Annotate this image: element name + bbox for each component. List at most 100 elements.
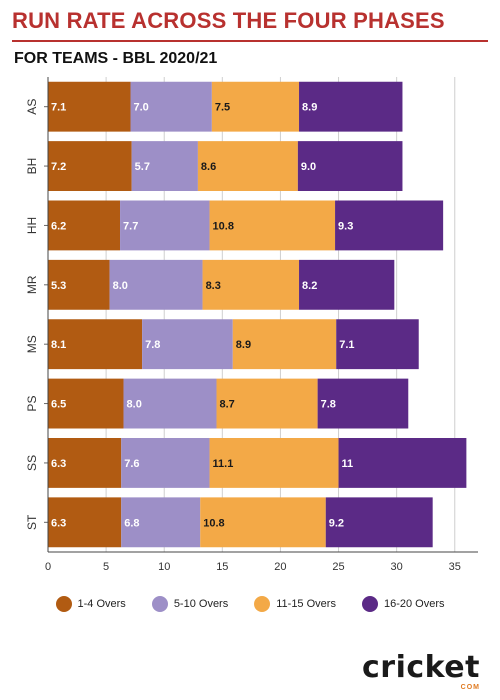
bar-ss-5-10-overs bbox=[121, 438, 210, 488]
legend-item-16-20-overs: 16-20 Overs bbox=[361, 596, 445, 612]
legend-swatch-1-4-overs bbox=[55, 596, 72, 612]
data-label-as-5-10-overs: 7.0 bbox=[134, 102, 149, 114]
bar-mr-11-15-overs bbox=[202, 259, 300, 310]
bar-as-11-15-overs bbox=[211, 81, 300, 132]
data-label-bh-1-4-overs: 7.2 bbox=[51, 161, 66, 173]
bar-st-1-4-overs bbox=[48, 497, 122, 548]
legend-swatch-16-20-overs bbox=[361, 596, 378, 612]
y-tick-label-mr: MR bbox=[25, 275, 39, 294]
bar-ps-16-20-overs bbox=[317, 378, 409, 429]
bar-st-16-20-overs bbox=[325, 497, 433, 548]
data-label-mr-11-15-overs: 8.3 bbox=[206, 280, 221, 292]
data-label-mr-5-10-overs: 8.0 bbox=[113, 280, 128, 292]
legend-swatch-11-15-overs bbox=[254, 596, 271, 612]
bar-ss-16-20-overs bbox=[338, 438, 467, 488]
bar-bh-1-4-overs bbox=[48, 141, 132, 191]
data-label-mr-1-4-overs: 5.3 bbox=[51, 280, 66, 292]
x-tick-label-15: 15 bbox=[216, 561, 228, 573]
y-tick-label-st: ST bbox=[25, 514, 39, 530]
data-label-ms-16-20-overs: 7.1 bbox=[339, 339, 354, 351]
data-label-ss-11-15-overs: 11.1 bbox=[213, 458, 234, 470]
data-label-bh-11-15-overs: 8.6 bbox=[201, 161, 216, 173]
legend-label-16-20-overs: 16-20 Overs bbox=[383, 598, 445, 610]
cricket-com-logo: cricket bbox=[362, 650, 480, 685]
chart-subtitle: FOR TEAMS - BBL 2020/21 bbox=[14, 50, 218, 67]
data-label-st-16-20-overs: 9.2 bbox=[329, 517, 344, 529]
bar-mr-1-4-overs bbox=[48, 259, 110, 310]
bar-ms-16-20-overs bbox=[336, 319, 419, 370]
y-tick-label-ss: SS bbox=[25, 455, 39, 471]
bar-hh-1-4-overs bbox=[48, 200, 121, 251]
x-tick-label-25: 25 bbox=[332, 561, 344, 573]
legend-label-5-10-overs: 5-10 Overs bbox=[173, 598, 229, 610]
bar-as-5-10-overs bbox=[130, 81, 212, 132]
data-label-mr-16-20-overs: 8.2 bbox=[302, 280, 317, 292]
chart-legend: 1-4 Overs 5-10 Overs 11-15 Overs 16-20 O… bbox=[0, 596, 500, 612]
data-label-bh-5-10-overs: 5.7 bbox=[135, 161, 150, 173]
data-label-ss-1-4-overs: 6.3 bbox=[51, 458, 66, 470]
bar-ps-1-4-overs bbox=[48, 378, 124, 429]
chart-title: RUN RATE ACROSS THE FOUR PHASES bbox=[12, 8, 445, 33]
bar-ss-1-4-overs bbox=[48, 438, 122, 488]
bar-ms-1-4-overs bbox=[48, 319, 143, 370]
bar-bh-5-10-overs bbox=[131, 141, 198, 191]
y-tick-label-bh: BH bbox=[25, 158, 39, 175]
data-label-ms-5-10-overs: 7.8 bbox=[145, 339, 160, 351]
bar-bh-16-20-overs bbox=[297, 141, 403, 191]
x-tick-label-5: 5 bbox=[103, 561, 109, 573]
bar-ss-11-15-overs bbox=[209, 438, 339, 488]
data-label-hh-16-20-overs: 9.3 bbox=[338, 220, 353, 232]
y-tick-label-ps: PS bbox=[25, 396, 39, 412]
legend-item-5-10-overs: 5-10 Overs bbox=[151, 596, 229, 612]
data-label-bh-16-20-overs: 9.0 bbox=[301, 161, 316, 173]
data-label-ps-16-20-overs: 7.8 bbox=[321, 399, 336, 411]
data-label-ms-1-4-overs: 8.1 bbox=[51, 339, 66, 351]
data-label-ps-5-10-overs: 8.0 bbox=[127, 399, 142, 411]
x-tick-label-35: 35 bbox=[449, 561, 461, 573]
data-label-ms-11-15-overs: 8.9 bbox=[236, 339, 251, 351]
bar-hh-5-10-overs bbox=[120, 200, 210, 251]
x-tick-label-20: 20 bbox=[274, 561, 286, 573]
legend-swatch-5-10-overs bbox=[151, 596, 168, 612]
legend-item-1-4-overs: 1-4 Overs bbox=[55, 596, 126, 612]
bar-as-1-4-overs bbox=[48, 81, 131, 132]
data-label-as-11-15-overs: 7.5 bbox=[215, 102, 230, 114]
bar-ms-5-10-overs bbox=[142, 319, 233, 370]
data-label-ps-11-15-overs: 8.7 bbox=[220, 399, 235, 411]
data-label-hh-1-4-overs: 6.2 bbox=[51, 220, 66, 232]
bar-as-16-20-overs bbox=[299, 81, 403, 132]
x-tick-label-10: 10 bbox=[158, 561, 170, 573]
data-label-hh-5-10-overs: 7.7 bbox=[123, 220, 138, 232]
data-label-ss-16-20-overs: 11 bbox=[342, 458, 354, 470]
data-label-hh-11-15-overs: 10.8 bbox=[213, 220, 234, 232]
bar-mr-16-20-overs bbox=[299, 259, 395, 310]
bar-hh-11-15-overs bbox=[209, 200, 336, 251]
bar-hh-16-20-overs bbox=[335, 200, 444, 251]
y-tick-label-ms: MS bbox=[25, 335, 39, 353]
data-label-as-16-20-overs: 8.9 bbox=[302, 102, 317, 114]
x-tick-label-0: 0 bbox=[45, 561, 51, 573]
data-label-ss-5-10-overs: 7.6 bbox=[124, 458, 139, 470]
data-label-st-1-4-overs: 6.3 bbox=[51, 517, 66, 529]
legend-label-11-15-overs: 11-15 Overs bbox=[276, 598, 336, 610]
legend-label-1-4-overs: 1-4 Overs bbox=[77, 598, 126, 610]
data-label-as-1-4-overs: 7.1 bbox=[51, 102, 66, 114]
logo-text: cricket bbox=[362, 650, 480, 685]
x-tick-label-30: 30 bbox=[391, 561, 403, 573]
bar-st-5-10-overs bbox=[121, 497, 201, 548]
y-tick-label-as: AS bbox=[25, 99, 39, 115]
bar-ps-11-15-overs bbox=[216, 378, 318, 429]
title-underline bbox=[12, 40, 488, 42]
bar-mr-5-10-overs bbox=[109, 259, 203, 310]
bar-ps-5-10-overs bbox=[123, 378, 217, 429]
bar-bh-11-15-overs bbox=[197, 141, 298, 191]
bar-ms-11-15-overs bbox=[232, 319, 337, 370]
logo-subtext: COM bbox=[460, 684, 480, 691]
y-tick-label-hh: HH bbox=[25, 217, 39, 234]
bar-st-11-15-overs bbox=[200, 497, 326, 548]
data-label-st-5-10-overs: 6.8 bbox=[124, 517, 139, 529]
data-label-st-11-15-overs: 10.8 bbox=[203, 517, 224, 529]
legend-item-11-15-overs: 11-15 Overs bbox=[254, 596, 336, 612]
data-label-ps-1-4-overs: 6.5 bbox=[51, 399, 66, 411]
